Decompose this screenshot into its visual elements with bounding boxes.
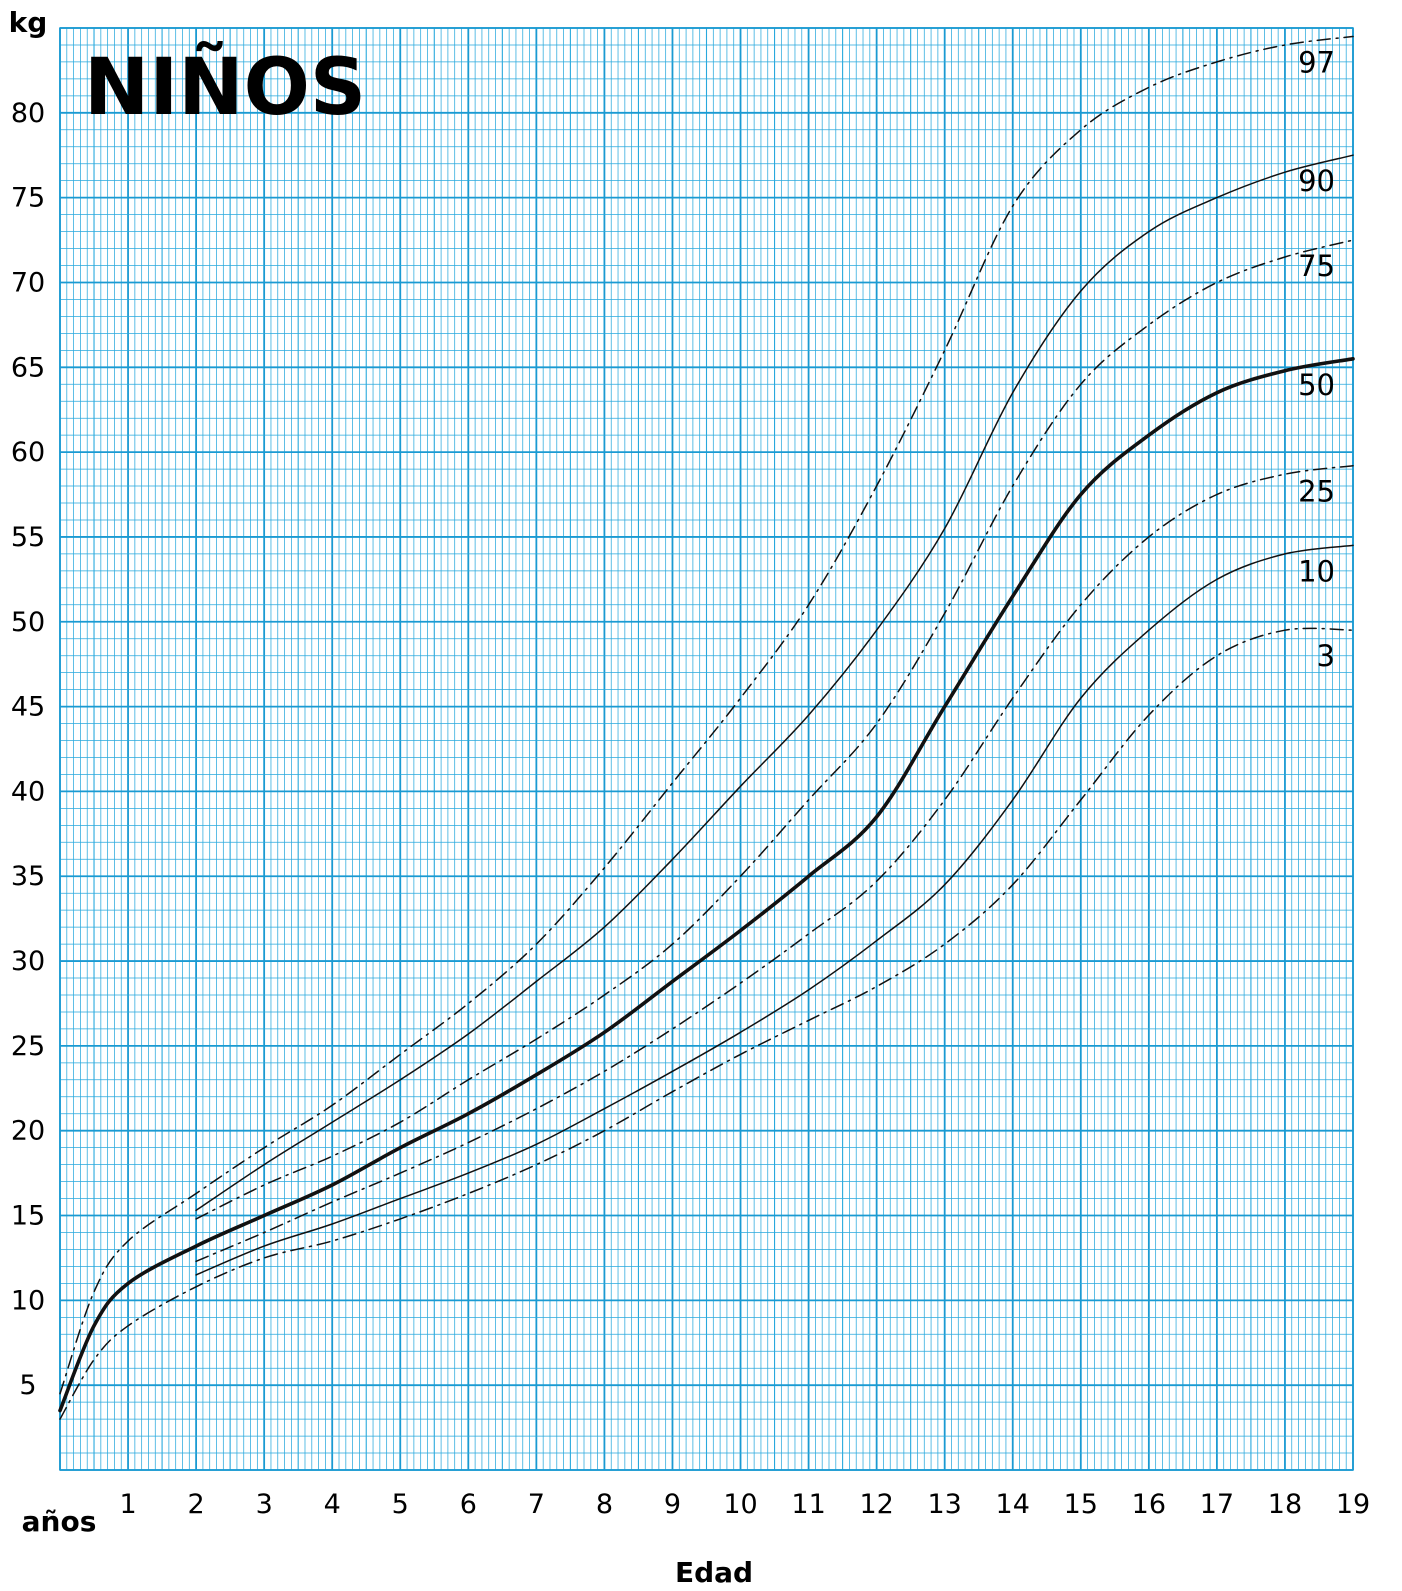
percentile-label-p10: 10 xyxy=(1298,554,1335,588)
x-tick-label: 11 xyxy=(791,1489,825,1520)
y-tick-label: 45 xyxy=(11,692,45,723)
percentile-label-p3: 3 xyxy=(1317,639,1335,673)
y-axis-unit: kg xyxy=(9,6,48,39)
y-tick-label: 75 xyxy=(11,183,45,214)
y-tick-label: 30 xyxy=(11,946,45,977)
y-axis-ticks: 5 10 15 20 25 30 35 40 45 50 55 60 65 70 75 80 xyxy=(11,98,45,1401)
percentile-curve-p90 xyxy=(195,154,1354,1212)
y-tick-label: 5 xyxy=(19,1370,36,1401)
x-axis-unit: años xyxy=(22,1505,97,1538)
percentile-curve-p97 xyxy=(59,35,1354,1395)
y-tick-label: 70 xyxy=(11,267,45,298)
x-tick-label: 12 xyxy=(859,1489,893,1520)
percentile-label-p50: 50 xyxy=(1298,368,1335,402)
plot-frame xyxy=(59,27,1354,1471)
x-axis-title: Edad xyxy=(675,1556,753,1589)
percentile-label-p75: 75 xyxy=(1298,249,1335,283)
x-tick-label: 19 xyxy=(1336,1489,1370,1520)
y-tick-label: 80 xyxy=(11,98,45,129)
y-tick-label: 20 xyxy=(11,1116,45,1147)
y-tick-label: 60 xyxy=(11,437,45,468)
y-tick-label: 25 xyxy=(11,1031,45,1062)
x-tick-label: 18 xyxy=(1268,1489,1302,1520)
percentile-label-p25: 25 xyxy=(1298,475,1335,509)
y-tick-label: 40 xyxy=(11,776,45,807)
percentile-label-p97: 97 xyxy=(1298,45,1335,79)
percentile-curve-p10 xyxy=(195,544,1354,1276)
x-tick-label: 3 xyxy=(256,1489,273,1520)
y-tick-label: 55 xyxy=(11,522,45,553)
chart-title: NIÑOS xyxy=(84,41,366,133)
x-tick-label: 8 xyxy=(596,1489,613,1520)
percentile-curve-p50 xyxy=(58,357,1355,1413)
percentile-label-p90: 90 xyxy=(1298,164,1335,198)
x-tick-label: 14 xyxy=(996,1489,1030,1520)
x-tick-label: 17 xyxy=(1200,1489,1234,1520)
percentile-curve-p3 xyxy=(59,627,1354,1420)
percentile-curve-p25 xyxy=(195,464,1354,1263)
percentile-curves xyxy=(58,35,1355,1420)
x-tick-label: 9 xyxy=(664,1489,681,1520)
x-tick-label: 6 xyxy=(460,1489,477,1520)
y-tick-label: 10 xyxy=(11,1285,45,1316)
x-tick-label: 16 xyxy=(1132,1489,1166,1520)
x-tick-label: 4 xyxy=(324,1489,341,1520)
x-tick-label: 2 xyxy=(188,1489,205,1520)
y-tick-label: 15 xyxy=(11,1201,45,1232)
x-tick-label: 13 xyxy=(928,1489,962,1520)
y-tick-label: 35 xyxy=(11,861,45,892)
y-tick-label: 50 xyxy=(11,607,45,638)
x-axis-ticks: 1 2 3 4 5 6 7 8 9 10 11 12 13 14 15 16 17 18 19 xyxy=(119,1489,1370,1520)
x-tick-label: 10 xyxy=(723,1489,757,1520)
x-tick-label: 5 xyxy=(392,1489,409,1520)
grid xyxy=(59,27,1354,1471)
x-tick-label: 15 xyxy=(1064,1489,1098,1520)
x-tick-label: 7 xyxy=(528,1489,545,1520)
percentile-curve-p75 xyxy=(195,239,1354,1220)
y-tick-label: 65 xyxy=(11,352,45,383)
x-tick-label: 1 xyxy=(119,1489,136,1520)
percentile-labels: 97 90 75 50 25 10 3 xyxy=(1298,45,1335,673)
